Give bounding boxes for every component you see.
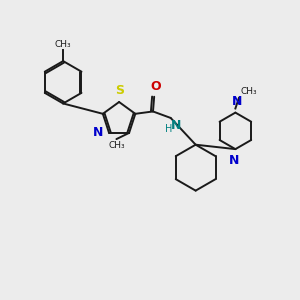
Text: CH₃: CH₃ bbox=[55, 40, 71, 49]
Text: H: H bbox=[165, 124, 172, 134]
Text: N: N bbox=[171, 118, 182, 131]
Text: S: S bbox=[115, 84, 124, 97]
Text: N: N bbox=[231, 95, 242, 109]
Text: O: O bbox=[150, 80, 161, 93]
Text: N: N bbox=[229, 154, 239, 167]
Text: CH₃: CH₃ bbox=[108, 141, 125, 150]
Text: CH₃: CH₃ bbox=[240, 87, 257, 96]
Text: N: N bbox=[93, 126, 104, 140]
